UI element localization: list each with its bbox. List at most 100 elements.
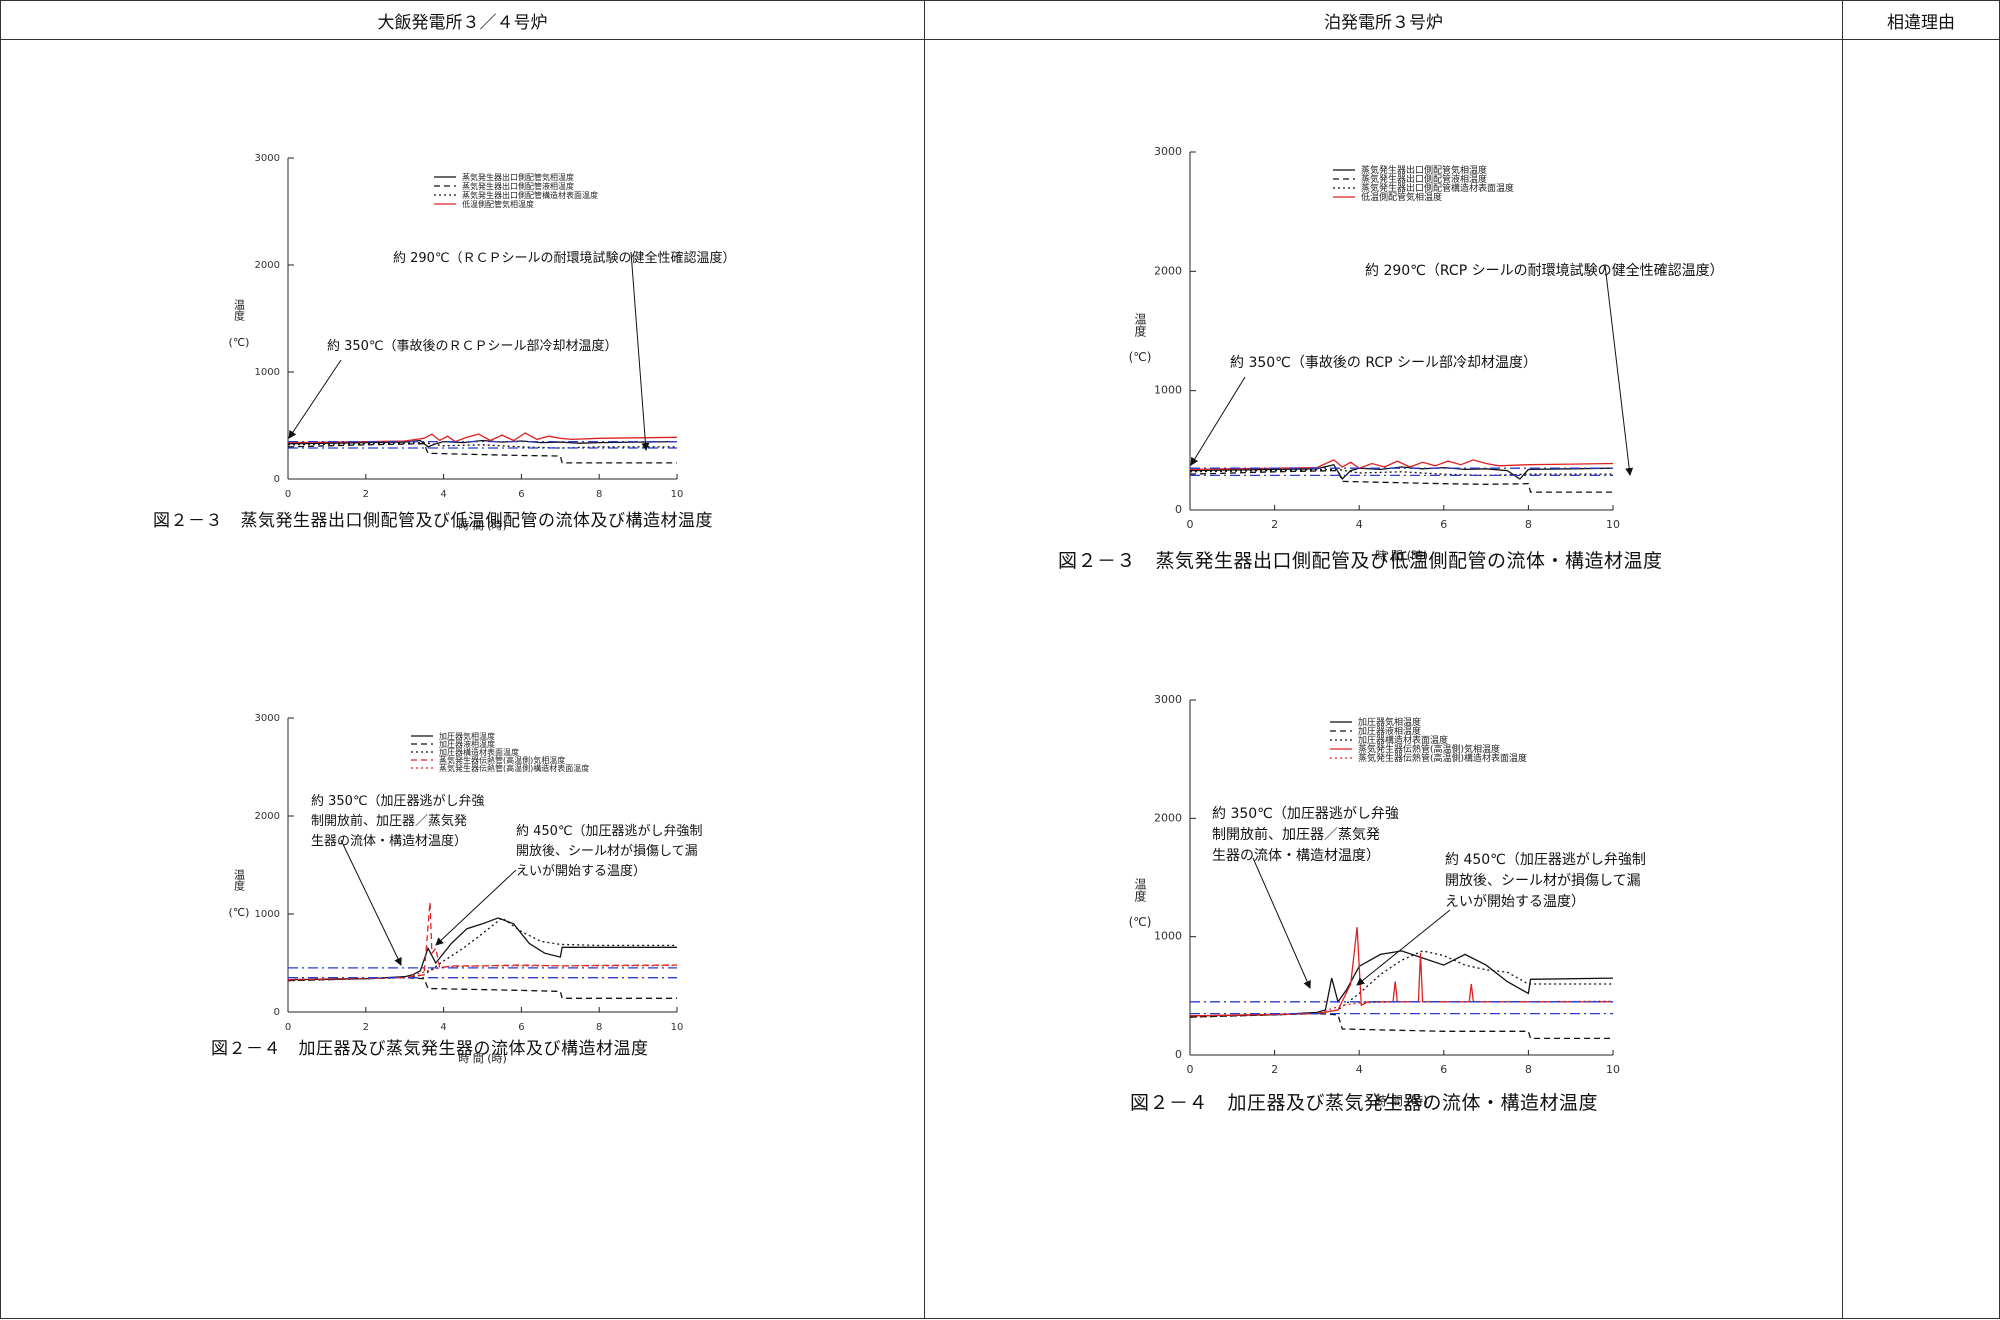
annotation-before-relief: 約 350℃（加圧器逃がし弁強 (1212, 806, 1399, 822)
header-tomari: 泊発電所３号炉 (924, 0, 1843, 40)
annotation-after-relief: 約 450℃（加圧器逃がし弁強制 (1445, 852, 1646, 868)
legend-label: 低温側配管気相温度 (1361, 191, 1442, 203)
y-axis-label: 温度 (233, 299, 246, 322)
annotation-arrow (340, 839, 402, 966)
y-tick-label: 1000 (1154, 384, 1182, 397)
legend-label: 加圧器液相温度 (439, 739, 495, 749)
annotation-after-relief: 開放後、シール材が損傷して漏 (1445, 873, 1641, 889)
legend-label: 蒸気発生器出口側配管気相温度 (462, 172, 574, 182)
y-tick-label: 3000 (1154, 145, 1182, 158)
annotation-before-relief: 生器の流体・構造材温度） (1212, 848, 1380, 864)
series-line (287, 917, 677, 982)
annotation-arrow (288, 359, 342, 439)
caption-right-2-4: 図２－４ 加圧器及び蒸気発生器の流体・構造材温度 (1130, 1092, 1599, 1114)
x-tick-label: 4 (1356, 1063, 1363, 1076)
annotation-rcp-coolant: 約 350℃（事故後の RCP シール部冷却材温度） (1230, 355, 1537, 371)
series-line (1189, 459, 1614, 471)
figure-left-2-4: 0 1000 2000 3000 0 2 4 6 8 10 時 間 (時) 温度 (℃) 加圧器気相温度加… (1, 600, 925, 1120)
x-tick-label: 2 (363, 489, 369, 500)
series-line (1189, 950, 1613, 1018)
y-tick-label: 3000 (255, 713, 280, 724)
x-tick-label: 0 (285, 489, 291, 500)
legend-label: 加圧器液相温度 (1358, 725, 1421, 737)
x-tick-label: 6 (518, 489, 524, 500)
y-tick-label: 1000 (255, 909, 280, 920)
figure-right-2-4: 0 1000 2000 3000 0 2 4 6 8 10 時 間 (時) 温度 (℃) 加圧器気相温度加… (925, 600, 1843, 1160)
series-line (287, 917, 677, 981)
x-tick-label: 2 (1271, 1063, 1278, 1076)
legend-label: 蒸気発生器出口側配管構造材表面温度 (1361, 182, 1514, 194)
y-tick-label: 0 (1175, 503, 1182, 516)
annotation-arrow (1356, 909, 1451, 986)
legend-label: 加圧器気相温度 (439, 731, 495, 741)
chart-right-2-4: 0 1000 2000 3000 0 2 4 6 8 10 時 間 (時) 温度 (℃) 加圧器気相温度加… (1129, 693, 1646, 1108)
legend-label: 低温側配管気相温度 (462, 199, 534, 209)
annotation-before-relief: 制開放前、加圧器／蒸気発 (1212, 826, 1380, 843)
chart-left-2-3: 0 1000 2000 3000 0 2 4 6 8 10 時 間 (時) 温度 (℃) 蒸気発生器出口側… (229, 153, 736, 532)
y-tick-label: 1000 (1154, 930, 1182, 943)
y-tick-label: 3000 (255, 153, 280, 164)
legend-label: 蒸気発生器伝熱管(高温側)構造材表面温度 (439, 763, 589, 773)
annotation-rcp-seal-test: 約 290℃（RCP シールの耐環境試験の健全性確認温度） (1365, 262, 1724, 279)
x-tick-label: 4 (440, 1022, 446, 1033)
x-axis-label: 時 間 (時) (1375, 1094, 1428, 1108)
x-tick-label: 4 (440, 489, 446, 500)
series-line (287, 432, 678, 444)
y-tick-label: 1000 (255, 367, 280, 378)
header-reason: 相違理由 (1842, 0, 2000, 40)
column-tomari: 0 1000 2000 3000 0 2 4 6 8 10 時 間 (時) 温度 (℃) 蒸気発生器出口側… (924, 39, 1843, 1319)
y-tick-label: 2000 (1154, 811, 1182, 824)
y-axis-unit: (℃) (229, 906, 250, 919)
y-axis-label: 温度 (233, 869, 246, 892)
annotation-arrow (1190, 376, 1246, 466)
y-tick-label: 2000 (255, 811, 280, 822)
y-tick-label: 2000 (255, 260, 280, 271)
series-line (287, 964, 678, 981)
annotation-arrow (1252, 857, 1311, 989)
series-line (287, 443, 677, 464)
caption-left-2-3: 図２－３ 蒸気発生器出口側配管及び低温側配管の流体及び構造材温度 (153, 511, 713, 531)
legend-label: 蒸気発生器伝熱管(高温側)構造材表面温度 (1358, 752, 1527, 764)
caption-left-2-4: 図２－４ 加圧器及び蒸気発生器の流体及び構造材温度 (211, 1039, 649, 1059)
y-axis-label: 温度 (1133, 313, 1147, 337)
x-tick-label: 10 (1606, 518, 1620, 531)
x-tick-label: 8 (596, 489, 602, 500)
legend-label: 蒸気発生器出口側配管気相温度 (1361, 164, 1487, 176)
annotation-after-relief: えいが開始する温度） (1445, 894, 1585, 910)
annotation-rcp-coolant: 約 350℃（事故後のＲＣＰシール部冷却材温度） (327, 338, 618, 354)
x-tick-label: 10 (1606, 1063, 1620, 1076)
chart-right-2-3: 0 1000 2000 3000 0 2 4 6 8 10 時 間 (時) 温度 (℃) 蒸気発生器出口側… (1129, 145, 1724, 563)
series-line (1189, 927, 1613, 1017)
x-tick-label: 0 (1187, 1063, 1194, 1076)
annotation-before-relief: 生器の流体・構造材温度） (311, 833, 467, 849)
x-tick-label: 8 (596, 1022, 602, 1033)
y-tick-label: 0 (274, 474, 280, 485)
x-axis-label: 時 間 (時) (1375, 549, 1428, 563)
figure-left-2-3: 0 1000 2000 3000 0 2 4 6 8 10 時 間 (時) 温度 (℃) 蒸気発生器出口側… (1, 40, 925, 560)
column-ohi: 0 1000 2000 3000 0 2 4 6 8 10 時 間 (時) 温度 (℃) 蒸気発生器出口側… (0, 39, 925, 1319)
y-axis-unit: (℃) (229, 336, 250, 349)
y-tick-label: 2000 (1154, 264, 1182, 277)
series-line (1189, 469, 1613, 493)
chart-left-2-4: 0 1000 2000 3000 0 2 4 6 8 10 時 間 (時) 温度 (℃) 加圧器気相温度加… (229, 713, 703, 1065)
legend-label: 蒸気発生器伝熱管(高温側)気相温度 (439, 755, 565, 765)
y-tick-label: 0 (1175, 1048, 1182, 1061)
annotation-arrow (1604, 264, 1634, 476)
series-line (1189, 468, 1613, 477)
legend-label: 蒸気発生器出口側配管液相温度 (1361, 173, 1487, 185)
x-tick-label: 6 (1440, 1063, 1447, 1076)
x-tick-label: 2 (1271, 518, 1278, 531)
series-line (287, 977, 677, 999)
y-axis-unit: (℃) (1129, 915, 1152, 929)
annotation-arrow (630, 251, 650, 451)
header-ohi: 大飯発電所３／４号炉 (0, 0, 925, 40)
x-tick-label: 2 (363, 1022, 369, 1033)
column-reason (1842, 39, 2000, 1319)
x-tick-label: 8 (1525, 518, 1532, 531)
x-axis-label: 時 間 (時) (458, 519, 507, 532)
x-tick-label: 10 (671, 1022, 684, 1033)
legend-label: 蒸気発生器出口側配管構造材表面温度 (462, 190, 598, 200)
y-tick-label: 0 (274, 1007, 280, 1018)
x-tick-label: 6 (518, 1022, 524, 1033)
